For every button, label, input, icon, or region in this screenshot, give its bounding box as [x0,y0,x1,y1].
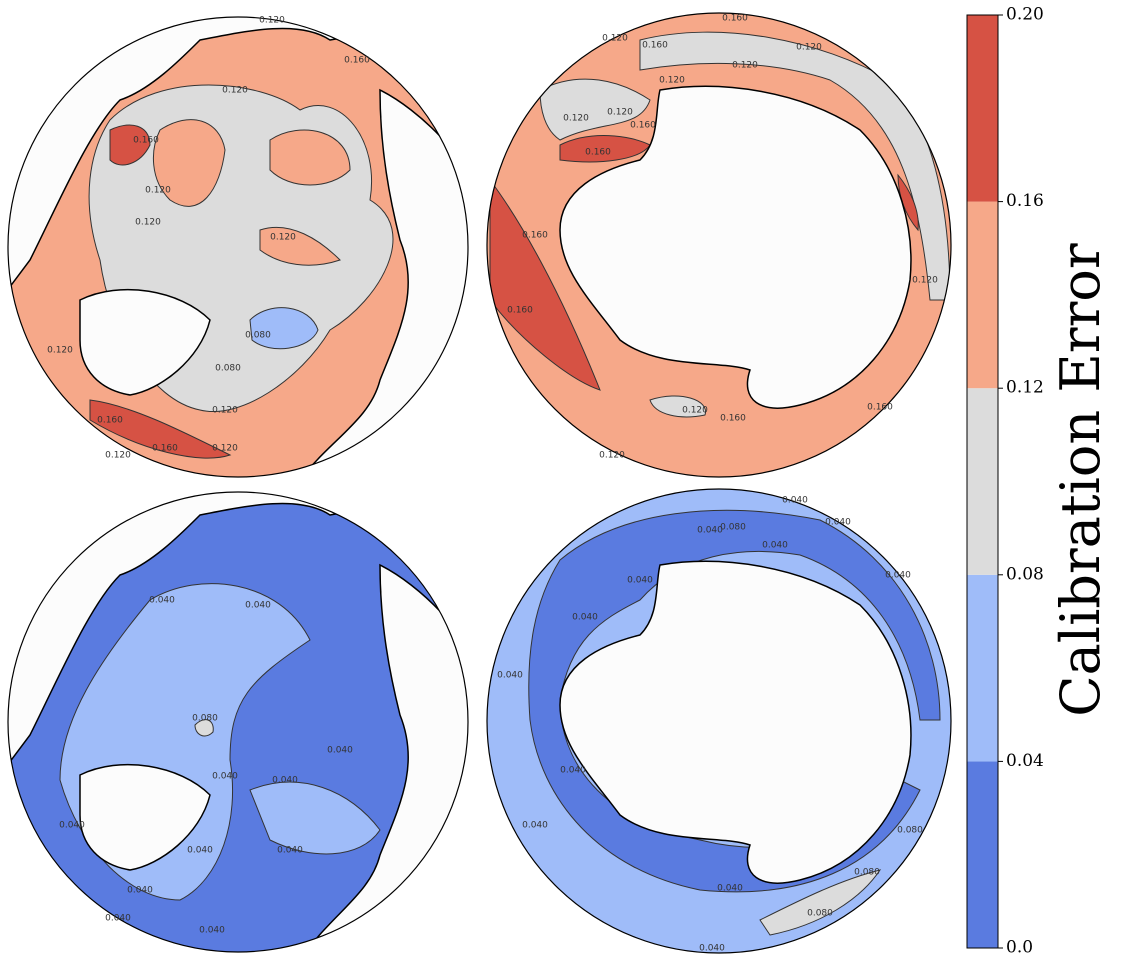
colorbar-band [967,15,998,202]
contour-label: 0.040 [187,846,213,856]
contour-label: 0.160 [585,148,611,158]
colorbar-frame [966,14,999,949]
contour-label: 0.120 [682,406,708,416]
colorbar-tick-label: 0.0 [1006,938,1033,958]
colorbar-tick-label: 0.16 [1006,191,1044,211]
contour-label: 0.120 [145,186,171,196]
map-frame [7,16,469,478]
contour-label: 0.160 [720,414,746,424]
contour-label: 0.080 [854,868,880,878]
contour-label: 0.080 [192,714,218,724]
contour-label: 0.080 [215,364,241,374]
colorbar-band [967,574,998,762]
map-antarctic-top [487,13,951,477]
contour-label: 0.040 [560,766,586,776]
colorbar: 0.0 0.04 0.08 0.12 0.16 0.20 [966,5,1044,958]
contour-label: 0.080 [807,909,833,919]
colorbar-label: Calibration Error [1049,243,1112,717]
contour-label: 0.160 [97,416,123,426]
contour-label: 0.040 [699,944,725,954]
colorbar-tick-label: 0.20 [1006,5,1044,25]
contour-label: 0.040 [127,886,153,896]
contour-label: 0.120 [563,114,589,124]
contour-label: 0.160 [344,56,370,66]
contour-label: 0.120 [212,444,238,454]
contour-label: 0.120 [912,276,938,286]
contour-label: 0.040 [522,821,548,831]
map-frame [486,12,952,478]
contour-label: 0.080 [245,331,271,341]
contour-label: 0.160 [642,41,668,51]
colorbar-tick-label: 0.08 [1006,564,1044,584]
contour-labels: 0.120 0.120 0.120 0.120 0.120 0.120 0.120 0.120… [47,14,938,954]
contour-label: 0.080 [897,826,923,836]
contour-label: 0.040 [782,496,808,506]
contour-label: 0.120 [270,233,296,243]
contour-label: 0.040 [245,601,271,611]
contour-label: 0.040 [885,571,911,581]
contour-label: 0.040 [762,541,788,551]
contour-label: 0.040 [199,926,225,936]
map-arctic-bottom [8,492,468,952]
contour-label: 0.080 [720,523,746,533]
contour-label: 0.160 [867,403,893,413]
contour-label: 0.120 [602,34,628,44]
contour-label: 0.160 [507,306,533,316]
contour-label: 0.120 [732,61,758,71]
map-antarctic-bottom [487,489,951,953]
contour-label: 0.120 [135,218,161,228]
colorbar-tick-label: 0.12 [1006,378,1044,398]
map-frame [486,488,952,954]
contour-label: 0.040 [572,613,598,623]
contour-label: 0.040 [212,772,238,782]
contour-label: 0.120 [259,16,285,26]
contour-label: 0.120 [47,346,73,356]
contour-label: 0.160 [522,231,548,241]
contour-label: 0.120 [105,451,131,461]
contour-label: 0.120 [659,76,685,86]
contour-label: 0.040 [697,526,723,536]
colorbar-band [967,761,998,948]
contour-label: 0.040 [717,884,743,894]
contour-label: 0.120 [222,86,248,96]
map-arctic-top [8,17,468,477]
colorbar-band [967,201,998,389]
contour-label: 0.040 [825,518,851,528]
contour-label: 0.040 [59,821,85,831]
contour-label: 0.040 [277,846,303,856]
colorbar-band [967,388,998,575]
contour-label: 0.120 [796,43,822,53]
colorbar-tick-label: 0.04 [1006,751,1044,771]
contour-label: 0.160 [152,444,178,454]
contour-label: 0.040 [149,596,175,606]
contour-label: 0.040 [272,776,298,786]
contour-label: 0.040 [105,914,131,924]
contour-label: 0.120 [212,406,238,416]
map-frame [7,491,469,953]
contour-label: 0.040 [497,671,523,681]
contour-label: 0.160 [133,136,159,146]
contour-label: 0.160 [630,121,656,131]
contour-label: 0.040 [627,576,653,586]
contour-label: 0.120 [607,108,633,118]
contour-label: 0.120 [599,451,625,461]
contour-label: 0.160 [722,14,748,24]
contour-label: 0.040 [327,746,353,756]
